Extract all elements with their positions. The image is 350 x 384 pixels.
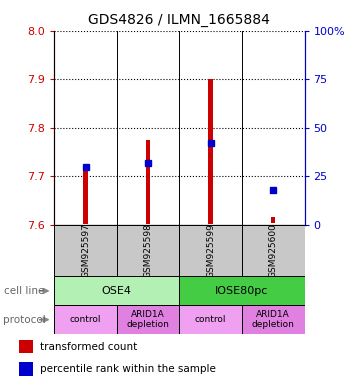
Bar xyxy=(242,225,304,276)
Text: GSM925598: GSM925598 xyxy=(144,223,153,278)
Text: cell line: cell line xyxy=(4,286,44,296)
Text: IOSE80pc: IOSE80pc xyxy=(215,286,269,296)
Bar xyxy=(54,305,117,334)
Text: protocol: protocol xyxy=(4,314,46,325)
Text: percentile rank within the sample: percentile rank within the sample xyxy=(40,364,216,374)
Bar xyxy=(117,225,179,276)
Bar xyxy=(271,217,275,223)
Title: GDS4826 / ILMN_1665884: GDS4826 / ILMN_1665884 xyxy=(89,13,270,27)
Bar xyxy=(179,225,242,276)
Text: GSM925599: GSM925599 xyxy=(206,223,215,278)
Bar xyxy=(209,79,213,224)
Text: GSM925597: GSM925597 xyxy=(81,223,90,278)
Bar xyxy=(117,305,179,334)
Bar xyxy=(179,305,242,334)
Bar xyxy=(146,140,150,224)
Text: transformed count: transformed count xyxy=(40,341,137,351)
Text: control: control xyxy=(70,315,101,324)
Text: GSM925600: GSM925600 xyxy=(269,223,278,278)
Bar xyxy=(179,276,304,305)
Bar xyxy=(19,362,33,376)
Text: ARID1A
depletion: ARID1A depletion xyxy=(252,310,295,329)
Bar xyxy=(83,169,88,223)
Text: ARID1A
depletion: ARID1A depletion xyxy=(127,310,169,329)
Bar xyxy=(54,276,179,305)
Bar xyxy=(54,225,117,276)
Text: control: control xyxy=(195,315,226,324)
Text: OSE4: OSE4 xyxy=(102,286,132,296)
Bar xyxy=(19,339,33,353)
Bar xyxy=(242,305,304,334)
